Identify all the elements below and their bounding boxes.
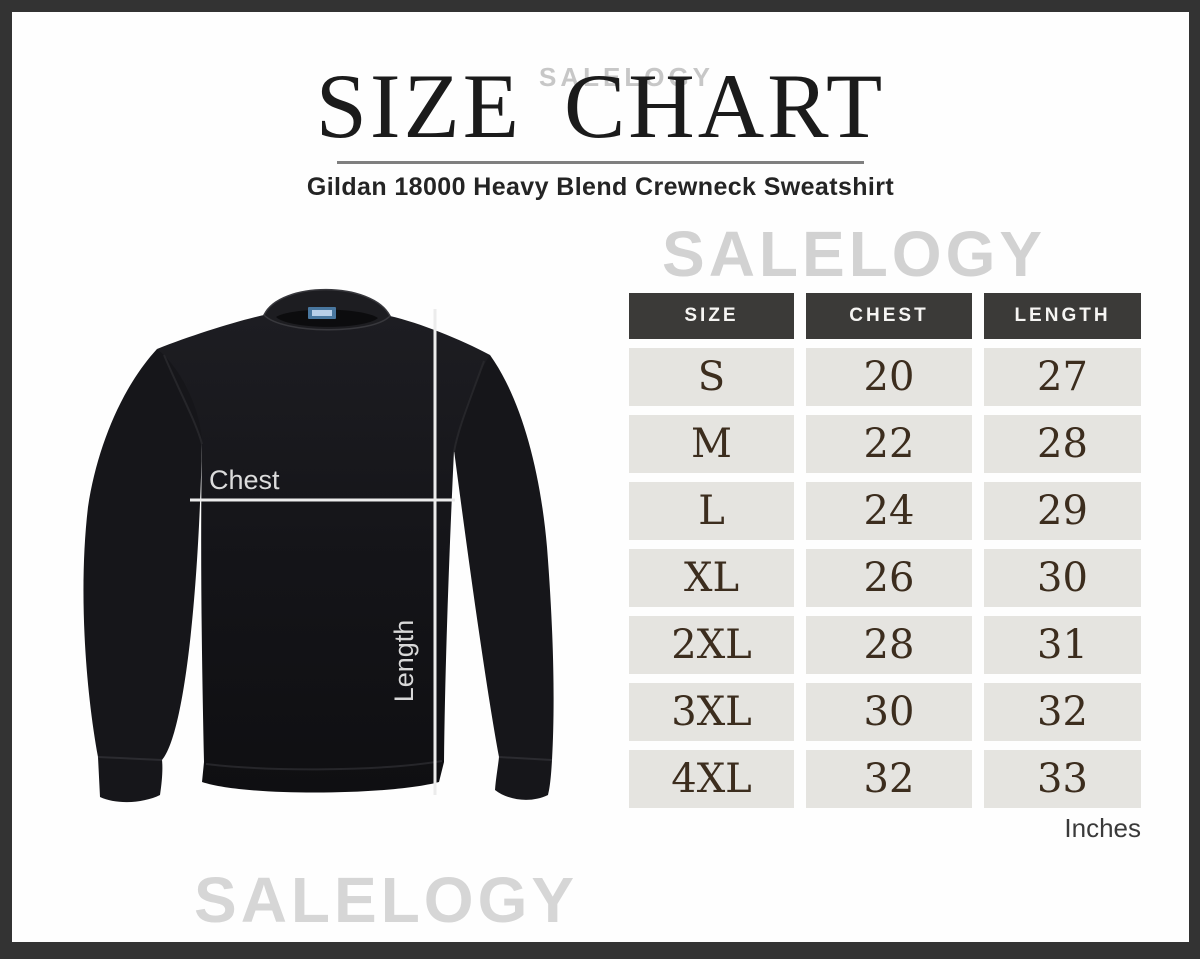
neck-tag <box>308 307 336 319</box>
left-cuff-seam <box>97 756 163 761</box>
sweatshirt-torso <box>157 289 490 793</box>
unit-label: Inches <box>1064 813 1141 843</box>
table-cell-size: XL <box>629 549 794 607</box>
size-chart-stage: SALELOGY SALELOGY SALELOGY SIZE CHART Gi… <box>12 12 1189 942</box>
table-cell-size: S <box>629 348 794 406</box>
title-divider <box>337 161 864 164</box>
table-cell-size: 3XL <box>629 683 794 741</box>
table-cell-length: 33 <box>984 750 1141 808</box>
table-cell-length: 32 <box>984 683 1141 741</box>
table-cell-chest: 20 <box>806 348 972 406</box>
hem-seam <box>205 760 443 771</box>
column-header-chest: CHEST <box>806 293 972 339</box>
length-measure-label: Length <box>389 620 419 703</box>
watermark-middle: SALELOGY <box>662 218 1047 290</box>
table-cell-size: 4XL <box>629 750 794 808</box>
column-header-size: SIZE <box>629 293 794 339</box>
sweatshirt-left-sleeve <box>83 349 202 803</box>
chest-measure-label: Chest <box>209 465 280 495</box>
table-cell-length: 31 <box>984 616 1141 674</box>
table-cell-length: 28 <box>984 415 1141 473</box>
right-armhole-seam <box>453 360 485 453</box>
sweatshirt-right-sleeve <box>454 355 554 800</box>
table-cell-chest: 28 <box>806 616 972 674</box>
table-cell-length: 27 <box>984 348 1141 406</box>
table-cell-chest: 32 <box>806 750 972 808</box>
sweatshirt-illustration: Chest Length <box>83 288 554 803</box>
table-cell-length: 29 <box>984 482 1141 540</box>
watermark-bottom: SALELOGY <box>194 864 579 936</box>
table-cell-size: M <box>629 415 794 473</box>
table-cell-chest: 30 <box>806 683 972 741</box>
column-header-length: LENGTH <box>984 293 1141 339</box>
table-cell-chest: 26 <box>806 549 972 607</box>
page-subtitle: Gildan 18000 Heavy Blend Crewneck Sweats… <box>306 173 895 201</box>
size-table: SIZE CHEST LENGTH S 20 27 M 22 28 L 24 2… <box>629 293 1141 808</box>
table-cell-size: L <box>629 482 794 540</box>
page-title: SIZE CHART <box>315 55 886 157</box>
header: SIZE CHART Gildan 18000 Heavy Blend Crew… <box>12 60 1189 202</box>
watermark-top: SALELOGY <box>539 62 715 92</box>
table-cell-size: 2XL <box>629 616 794 674</box>
table-cell-chest: 22 <box>806 415 972 473</box>
left-armhole-seam <box>163 354 203 445</box>
right-cuff-seam <box>498 756 553 761</box>
table-cell-chest: 24 <box>806 482 972 540</box>
table-cell-length: 30 <box>984 549 1141 607</box>
